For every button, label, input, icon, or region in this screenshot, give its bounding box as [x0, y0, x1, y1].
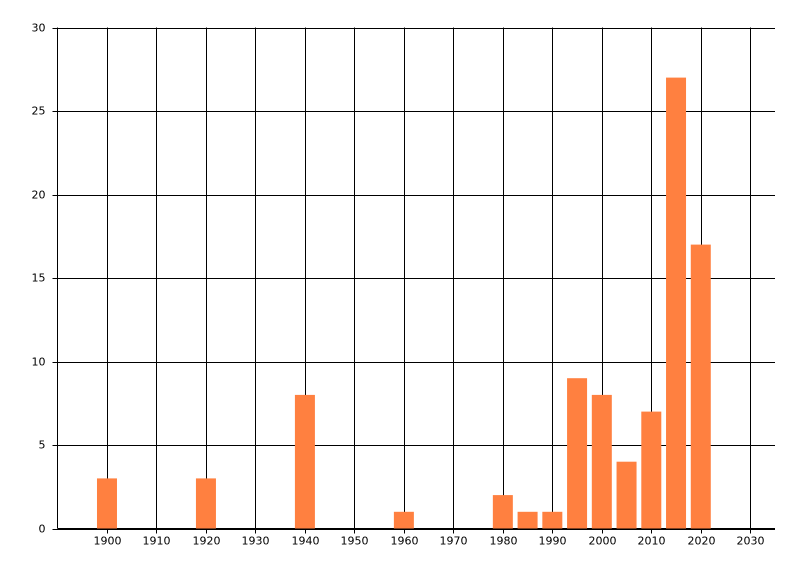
- bar: [195, 478, 216, 529]
- x-tick-label: 1920: [193, 535, 221, 548]
- x-tick-label: 1930: [242, 535, 270, 548]
- x-tick-label: 1910: [143, 535, 171, 548]
- x-tick-label: 1940: [292, 535, 320, 548]
- x-tick-label: 1950: [341, 535, 369, 548]
- x-tick-label: 1980: [490, 535, 518, 548]
- bar: [690, 244, 711, 529]
- y-tick-label: 30: [32, 22, 46, 35]
- y-tick-label: 15: [32, 272, 46, 285]
- y-tick-label: 0: [39, 523, 46, 536]
- bar: [641, 411, 662, 529]
- x-tick-label: 2030: [737, 535, 765, 548]
- x-tick-label: 1960: [391, 535, 419, 548]
- x-tick-label: 2020: [688, 535, 716, 548]
- y-tick-label: 10: [32, 356, 46, 369]
- bar: [567, 378, 588, 529]
- x-tick-label: 1900: [94, 535, 122, 548]
- x-tick-label: 2010: [638, 535, 666, 548]
- x-tick-label: 2000: [589, 535, 617, 548]
- x-tick-label: 1990: [539, 535, 567, 548]
- bar: [96, 478, 117, 529]
- bar: [616, 461, 637, 529]
- bar: [294, 394, 315, 529]
- bar: [542, 511, 563, 529]
- x-tick-label: 1970: [440, 535, 468, 548]
- y-tick-label: 5: [39, 439, 46, 452]
- bar: [492, 495, 513, 529]
- bar: [666, 77, 687, 529]
- bar: [517, 511, 538, 529]
- bar: [591, 394, 612, 529]
- y-tick-label: 20: [32, 189, 46, 202]
- y-tick-label: 25: [32, 105, 46, 118]
- bar: [393, 511, 414, 529]
